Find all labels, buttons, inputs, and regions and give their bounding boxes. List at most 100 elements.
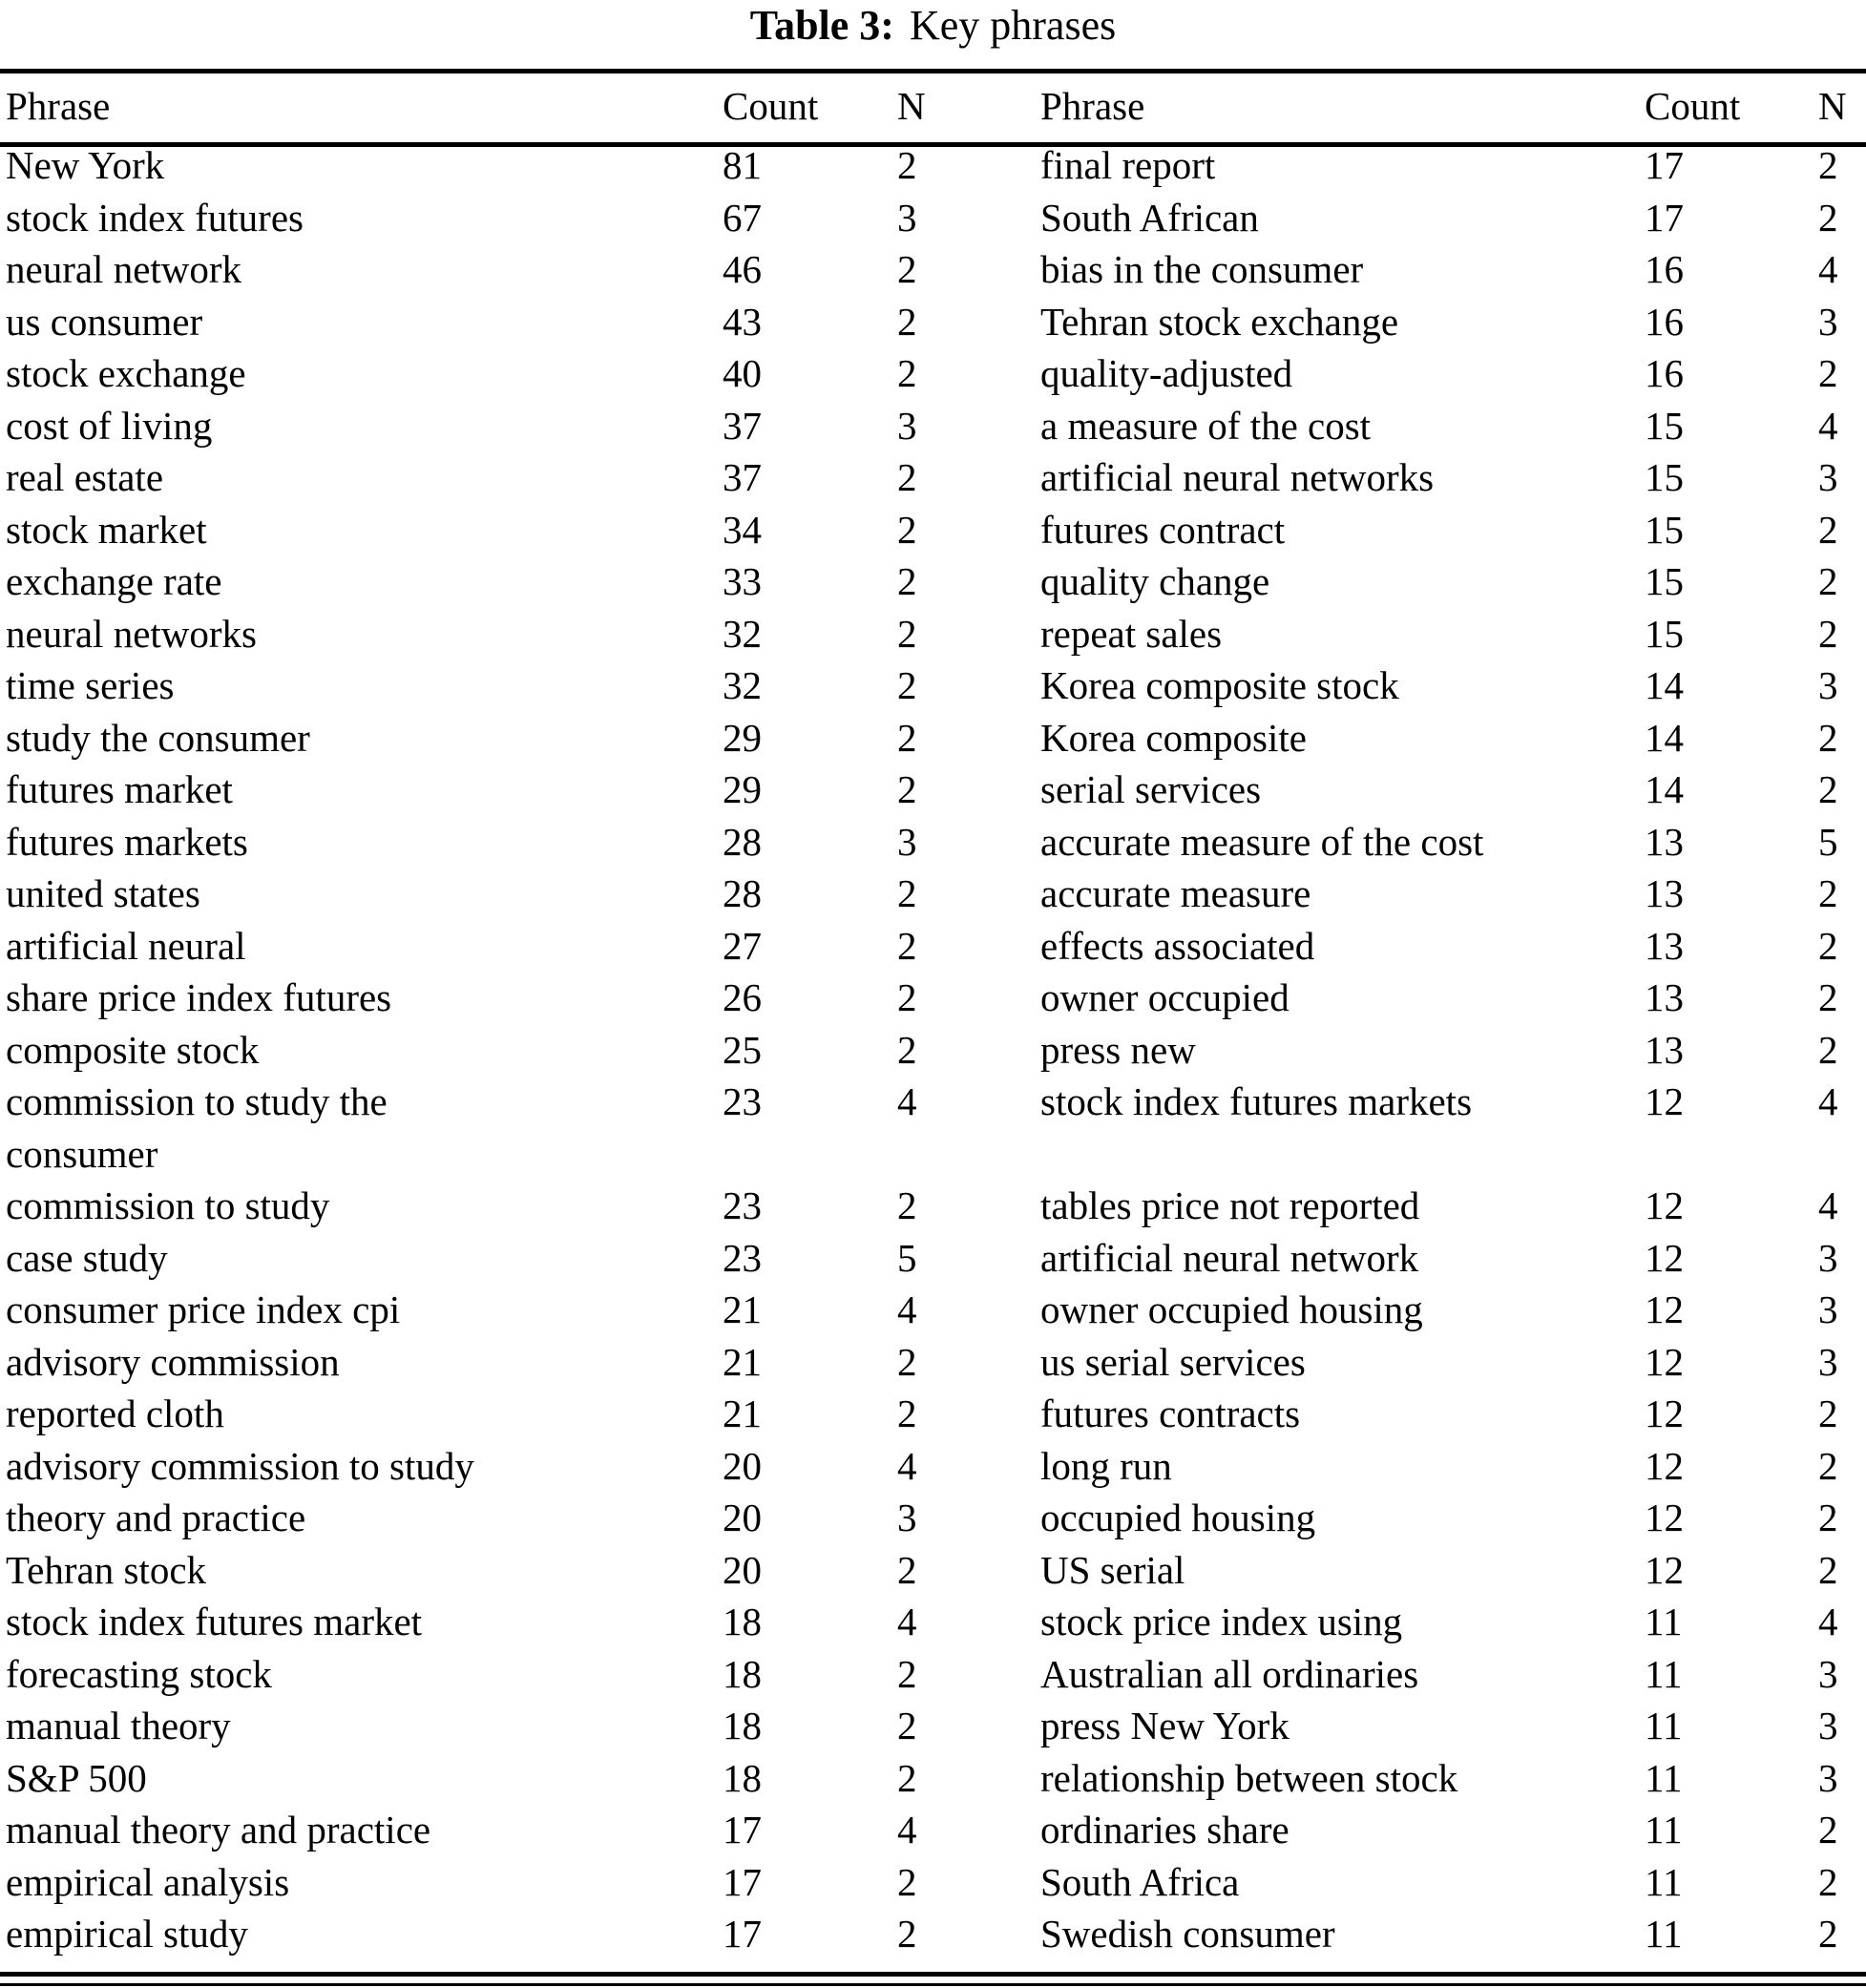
table-row: accurate measure 13 2 (1040, 868, 1863, 920)
n-cell: 2 (1818, 351, 1838, 395)
n-cell: 4 (897, 1079, 917, 1123)
phrase-cell: consumer price index cpi (6, 1287, 401, 1331)
count-cell: 20 (723, 1443, 762, 1488)
table-row: final report 17 2 (1040, 139, 1863, 192)
phrase-cell: reported cloth (6, 1392, 224, 1435)
count-cell: 29 (723, 767, 762, 811)
table-row: neural networks 32 2 (6, 608, 966, 660)
phrase-cell: futures market (6, 767, 233, 811)
table-caption-text: Key phrases (909, 2, 1117, 49)
count-cell: 11 (1645, 1808, 1683, 1852)
n-cell: 3 (1818, 455, 1838, 499)
n-cell: 3 (897, 1496, 917, 1539)
table-row: New York 81 2 (6, 139, 966, 192)
table-row: artificial neural 27 2 (6, 920, 966, 973)
table-row: quality-adjusted 16 2 (1040, 347, 1863, 400)
phrase-cell: serial services (1040, 767, 1262, 811)
table-row: time series 32 2 (6, 659, 966, 712)
n-cell: 2 (1818, 507, 1838, 552)
count-cell: 28 (723, 871, 762, 915)
n-cell: 4 (897, 1443, 917, 1488)
count-cell: 32 (723, 663, 762, 707)
n-cell: 2 (1818, 1859, 1838, 1904)
table-row: exchange rate 33 2 (6, 555, 966, 608)
n-cell: 2 (897, 1183, 917, 1227)
n-cell: 2 (1818, 975, 1838, 1019)
column-header-count: Count (1645, 84, 1741, 128)
table-row: stock exchange 40 2 (6, 347, 966, 400)
count-cell: 15 (1645, 559, 1684, 603)
n-cell: 2 (897, 975, 917, 1019)
n-cell: 4 (897, 1600, 917, 1643)
n-cell: 4 (897, 1287, 917, 1331)
count-cell: 34 (723, 507, 762, 552)
table-header-left: Phrase Count N (6, 80, 966, 133)
phrase-cell: neural network (6, 247, 242, 291)
table-row: Korea composite stock 14 3 (1040, 659, 1863, 712)
count-cell: 46 (723, 247, 762, 291)
n-cell: 2 (897, 871, 917, 915)
table-row: South African 17 2 (1040, 192, 1863, 244)
n-cell: 4 (1818, 1079, 1838, 1123)
n-cell: 2 (1818, 1808, 1838, 1852)
phrase-cell: theory and practice (6, 1496, 306, 1539)
phrase-cell: futures contract (1040, 507, 1286, 552)
count-cell: 15 (1645, 403, 1684, 448)
table-row: owner occupied 13 2 (1040, 972, 1863, 1024)
count-cell: 16 (1645, 351, 1684, 395)
n-cell: 2 (897, 1755, 917, 1800)
n-cell: 2 (897, 507, 917, 552)
phrase-cell: South Africa (1040, 1859, 1240, 1904)
n-cell (1818, 1128, 1863, 1181)
table-caption-number: Table 3: (749, 2, 894, 49)
count-cell: 13 (1645, 1027, 1684, 1072)
phrase-cell: neural networks (6, 611, 257, 656)
count-cell: 15 (1645, 455, 1684, 499)
phrase-cell: quality change (1040, 559, 1270, 603)
table-row: Tehran stock 20 2 (6, 1544, 966, 1597)
n-cell: 5 (897, 1235, 917, 1280)
phrase-cell: stock index futures markets (1040, 1079, 1473, 1123)
phrase-cell: a measure of the cost (1040, 403, 1372, 448)
phrase-cell: Tehran stock (6, 1547, 207, 1592)
count-cell: 11 (1645, 1755, 1683, 1800)
n-cell: 3 (1818, 663, 1838, 707)
count-cell: 16 (1645, 247, 1684, 291)
n-cell: 2 (897, 1547, 917, 1592)
n-cell: 5 (1818, 819, 1838, 864)
table-row: tables price not reported 12 4 (1040, 1180, 1863, 1232)
count-cell: 13 (1645, 975, 1684, 1019)
phrase-cell: US serial (1040, 1547, 1185, 1592)
column-header-n: N (897, 84, 926, 128)
phrase-cell: artificial neural (6, 923, 246, 968)
column-header-phrase: Phrase (6, 84, 111, 128)
n-cell: 2 (897, 1651, 917, 1696)
table-row: futures market 29 2 (6, 764, 966, 816)
column-header-n: N (1818, 84, 1847, 128)
count-cell: 11 (1645, 1651, 1683, 1696)
table-row: Australian all ordinaries 11 3 (1040, 1648, 1863, 1701)
table-row: quality change 15 2 (1040, 555, 1863, 608)
n-cell: 3 (1818, 1339, 1838, 1384)
table-row: case study 23 5 (6, 1232, 966, 1285)
phrase-cell: stock index futures market (6, 1600, 423, 1643)
n-cell: 2 (1818, 559, 1838, 603)
count-cell: 67 (723, 195, 762, 240)
count-cell: 14 (1645, 767, 1684, 811)
count-cell: 11 (1645, 1912, 1683, 1956)
table-row: cost of living 37 3 (6, 400, 966, 452)
count-cell: 11 (1645, 1600, 1683, 1643)
n-cell: 2 (1818, 923, 1838, 968)
table-row: commission to study the 23 4 (6, 1076, 966, 1128)
count-cell: 21 (723, 1287, 762, 1331)
n-cell: 2 (1818, 195, 1838, 240)
count-cell: 43 (723, 299, 762, 344)
phrase-cell: forecasting stock (6, 1651, 272, 1696)
phrase-cell: stock price index using (1040, 1600, 1403, 1643)
n-cell: 2 (897, 247, 917, 291)
table-row: artificial neural networks 15 3 (1040, 451, 1863, 504)
table-row: real estate 37 2 (6, 451, 966, 504)
table-row: consumer price index cpi 21 4 (6, 1284, 966, 1336)
count-cell: 13 (1645, 871, 1684, 915)
table-header-right: Phrase Count N (1040, 80, 1863, 133)
